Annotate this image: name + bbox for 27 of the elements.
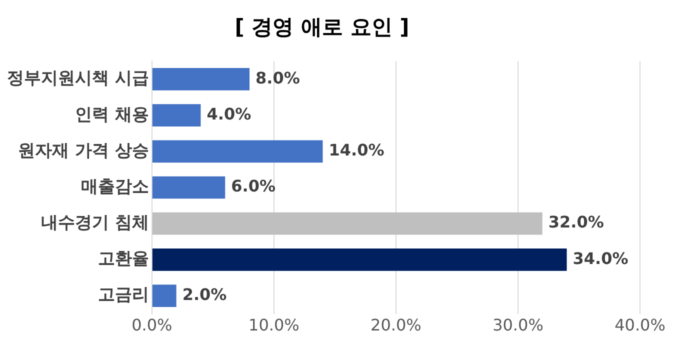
- x-tick-label: 30.0%: [492, 316, 544, 335]
- data-label: 2.0%: [182, 284, 227, 304]
- data-label: 4.0%: [206, 104, 252, 124]
- bar: [152, 140, 323, 163]
- x-tick-label: 20.0%: [370, 316, 422, 335]
- y-tick-label: 고환율: [98, 249, 149, 270]
- data-label: 32.0%: [548, 212, 604, 232]
- data-label: 14.0%: [328, 140, 384, 160]
- bar: [152, 284, 176, 307]
- bar: [152, 212, 542, 235]
- x-tick-label: 0.0%: [132, 316, 172, 335]
- bar: [152, 176, 226, 199]
- y-tick-label: 원자재 가격 상승: [18, 140, 149, 161]
- data-label: 6.0%: [231, 176, 276, 196]
- bar: [152, 68, 250, 90]
- x-tick-label: 40.0%: [614, 316, 666, 335]
- bar: [152, 104, 201, 127]
- data-label: 34.0%: [572, 248, 628, 268]
- chart-title: [ 경영 애로 요인 ]: [234, 15, 410, 40]
- x-tick-label: 10.0%: [248, 316, 300, 335]
- bar: [152, 248, 567, 271]
- y-tick-label: 내수경기 침체: [40, 213, 149, 234]
- y-tick-label: 정부지원시책 시급: [6, 68, 149, 89]
- y-tick-label: 매출감소: [80, 176, 149, 197]
- y-tick-label: 인력 채용: [74, 104, 149, 125]
- y-tick-label: 고금리: [98, 285, 149, 306]
- data-label: 8.0%: [256, 68, 300, 88]
